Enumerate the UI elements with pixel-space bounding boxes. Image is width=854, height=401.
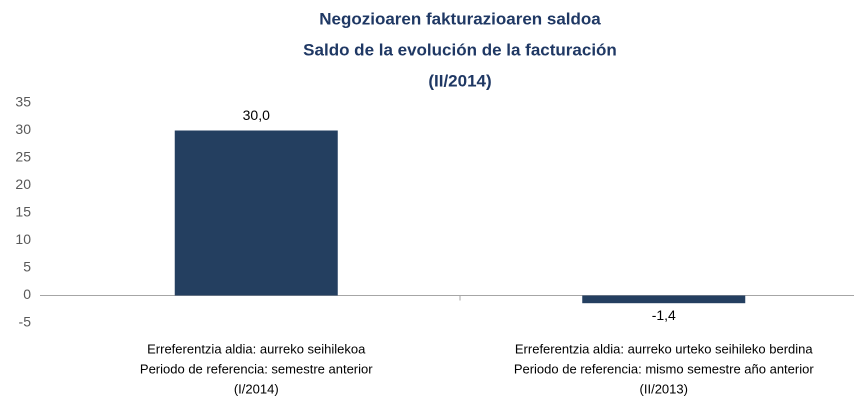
chart-title: (II/2014)	[428, 71, 491, 90]
x-tick-label: (I/2014)	[234, 381, 279, 396]
x-tick-label: Periodo de referencia: semestre anterior	[140, 361, 373, 376]
y-tick-label: 35	[15, 94, 31, 110]
y-tick-label: 5	[23, 259, 31, 275]
x-tick-label: (II/2013)	[640, 381, 688, 396]
x-tick-label: Periodo de referencia: mismo semestre añ…	[514, 361, 815, 376]
y-tick-label: 15	[15, 204, 31, 220]
x-tick-label: Erreferentzia aldia: aurreko urteko seih…	[515, 341, 813, 356]
y-tick-label: -5	[19, 314, 32, 330]
y-tick-label: 10	[15, 231, 31, 247]
bar	[582, 295, 746, 304]
bar	[174, 130, 338, 296]
y-tick-label: 0	[23, 286, 31, 302]
chart-title: Saldo de la evolución de la facturación	[303, 40, 617, 59]
y-tick-label: 20	[15, 176, 31, 192]
x-tick-label: Erreferentzia aldia: aurreko seihilekoa	[147, 341, 366, 356]
data-label: -1,4	[652, 307, 676, 323]
y-tick-label: 30	[15, 121, 31, 137]
y-tick-label: 25	[15, 149, 31, 165]
data-label: 30,0	[243, 107, 270, 123]
chart-title: Negozioaren fakturazioaren saldoa	[319, 9, 601, 28]
